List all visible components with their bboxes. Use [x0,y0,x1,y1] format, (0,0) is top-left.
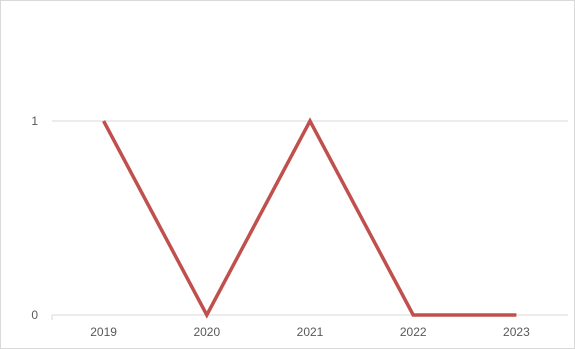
series-line [102,117,517,319]
x-tick-label: 2019 [90,325,117,339]
tick-labels: 0 1 2019 2020 2021 2022 2023 [31,114,530,339]
y-tick-label: 1 [31,114,38,128]
x-tick-label: 2023 [503,325,530,339]
series [102,117,517,319]
x-tick-label: 2020 [193,325,220,339]
x-tick-label: 2022 [400,325,427,339]
x-tick-label: 2021 [297,325,324,339]
y-tick-label: 0 [31,308,38,322]
